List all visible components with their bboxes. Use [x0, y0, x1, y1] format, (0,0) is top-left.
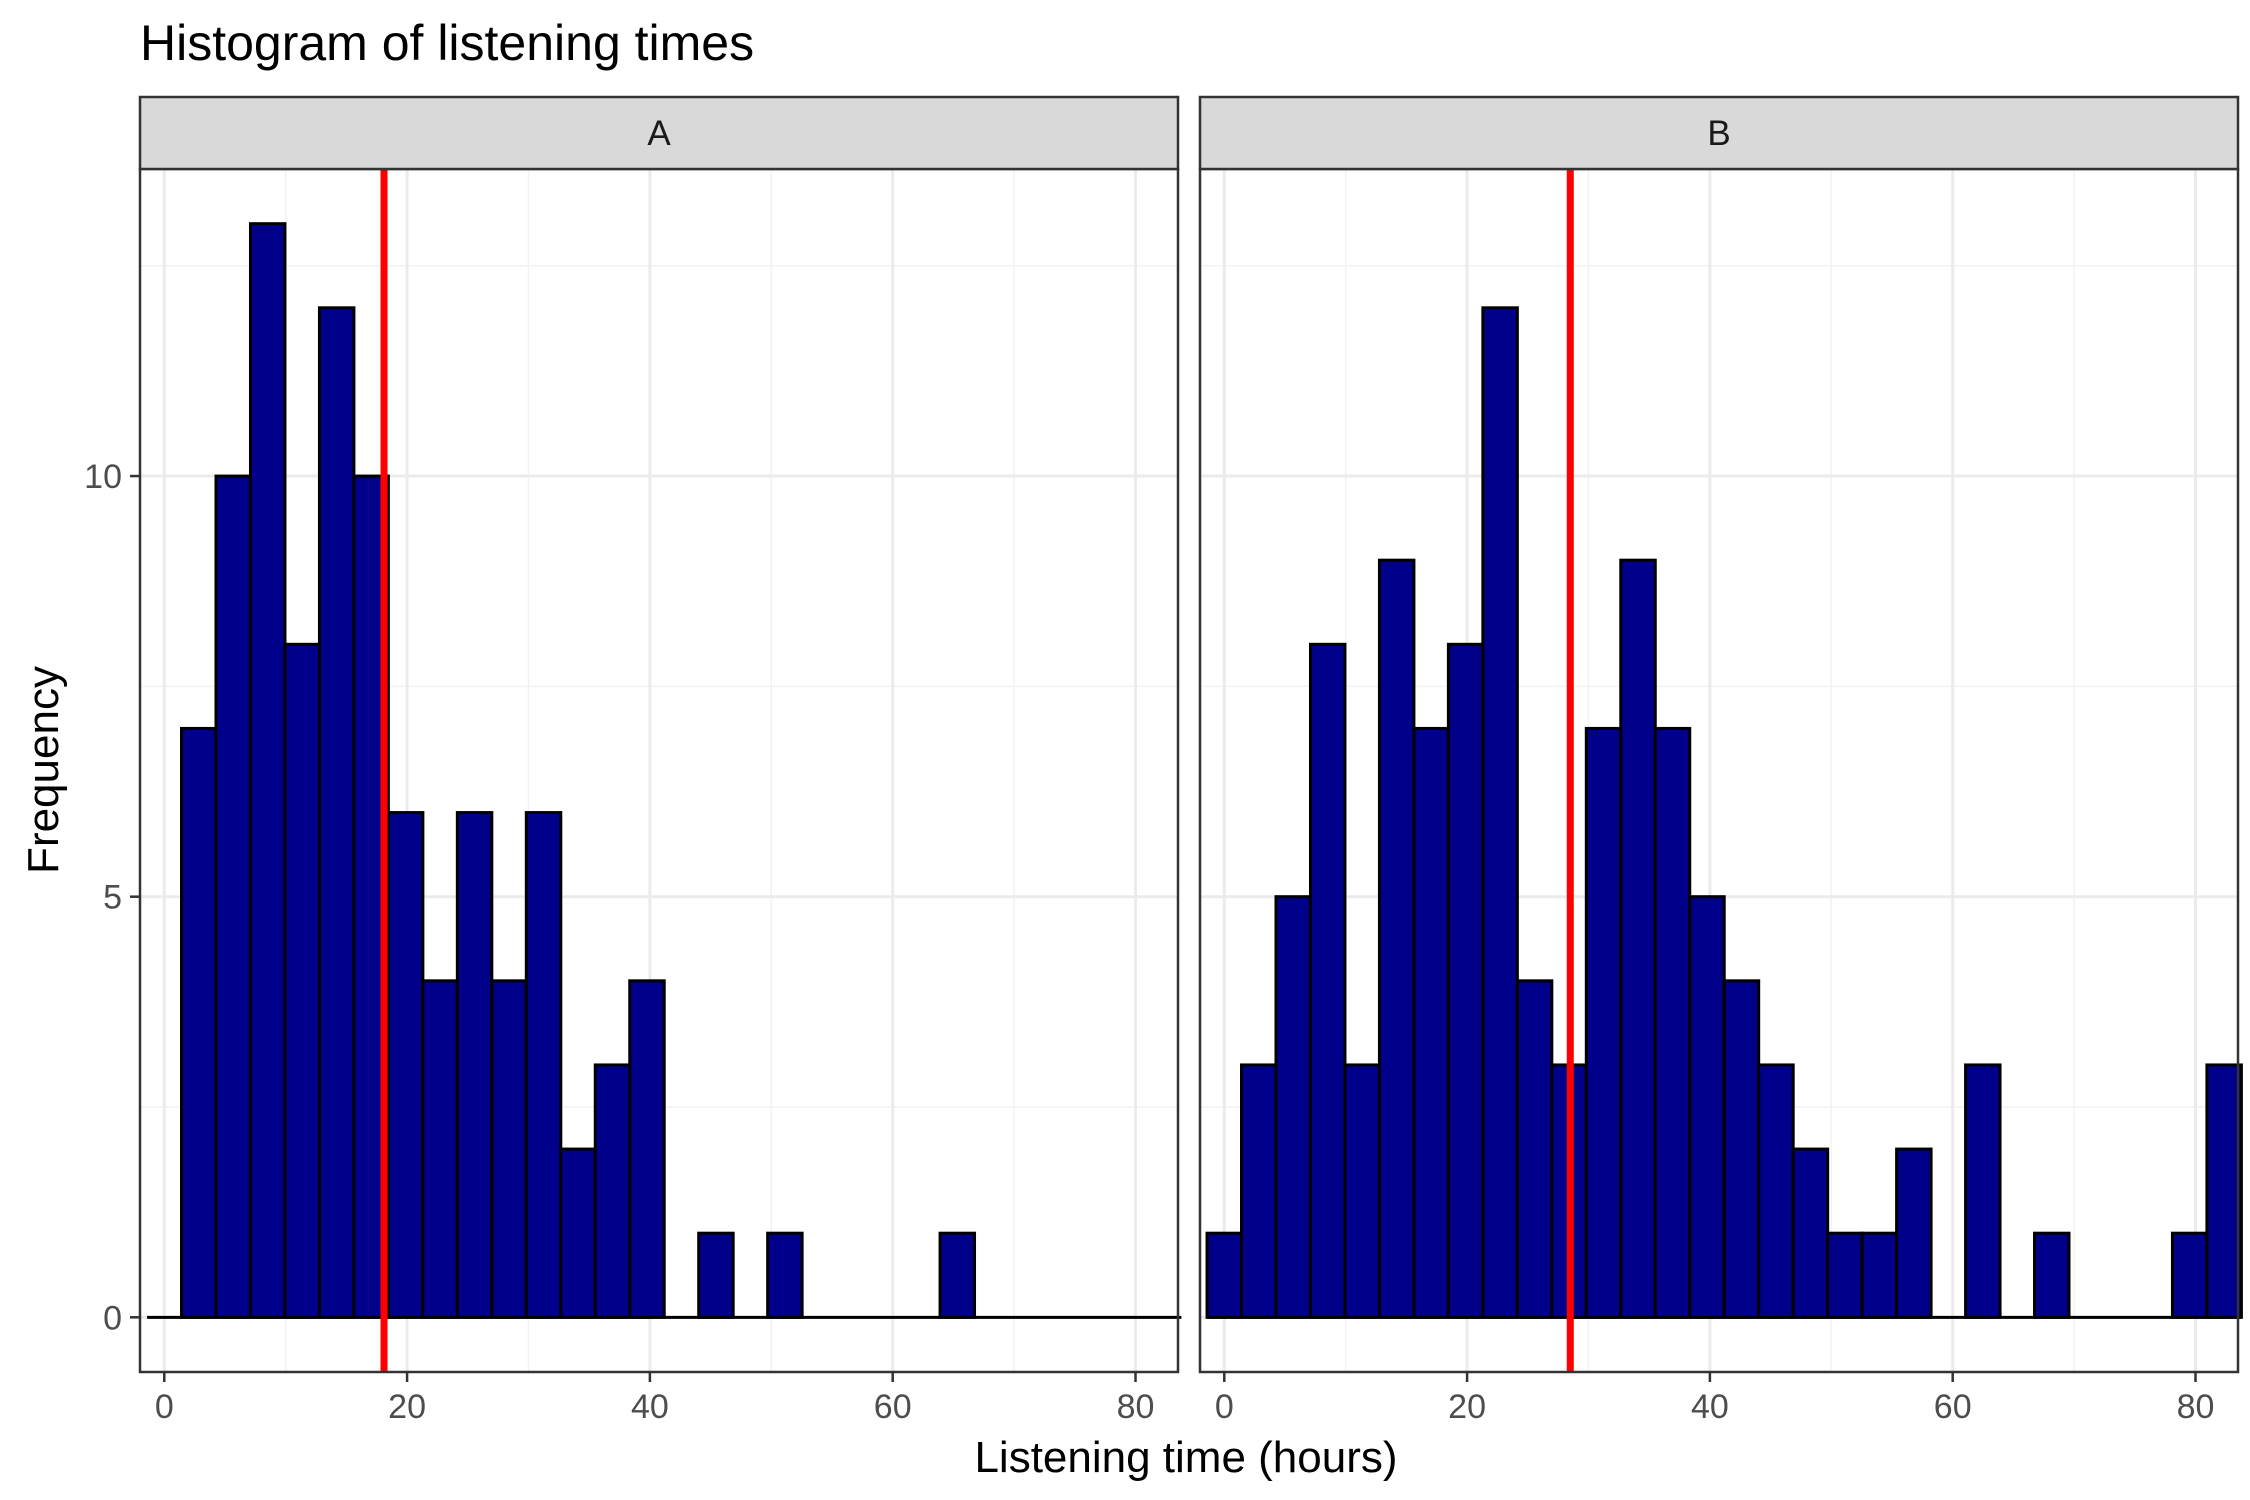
histogram-bar	[1757, 1063, 1795, 1319]
histogram-bar	[938, 1231, 977, 1319]
histogram-bar	[1240, 1063, 1278, 1319]
histogram-bar	[1515, 979, 1554, 1319]
histogram-bar	[1964, 1063, 2002, 1319]
x-axis-title: Listening time (hours)	[974, 1433, 1397, 1482]
histogram-bar	[455, 811, 494, 1319]
chart-title: Histogram of listening times	[140, 15, 754, 71]
y-axis-ticks: 0 5 10	[84, 458, 140, 1337]
histogram-bar	[1653, 726, 1692, 1319]
x-tick-label: 20	[1448, 1388, 1486, 1426]
histogram-bar	[2033, 1231, 2071, 1319]
histogram-bar	[421, 979, 459, 1319]
facet-strip-label: A	[647, 114, 671, 153]
histogram-bar	[2170, 1231, 2209, 1319]
histogram-bar	[214, 474, 252, 1319]
facet-panel-B: B	[1198, 95, 2243, 1374]
y-tick-label: 5	[103, 879, 122, 917]
histogram-bar	[317, 306, 356, 1319]
facet-panel-A: A	[138, 95, 1182, 1374]
histogram-bar	[2205, 1063, 2243, 1319]
histogram-bar	[1412, 726, 1450, 1319]
histogram-bar	[1308, 642, 1347, 1319]
facet-strip	[138, 95, 1180, 171]
histogram-bar	[283, 642, 321, 1319]
x-tick-label: 0	[155, 1388, 174, 1426]
histogram-bar	[1895, 1147, 1933, 1319]
histogram-bar	[524, 811, 563, 1319]
histogram-bar	[248, 222, 287, 1319]
histogram-bar	[1481, 306, 1519, 1319]
x-axis-ticks: 0 20 40 60 80 0 20 40 60 80	[155, 1372, 2215, 1426]
histogram-bar	[559, 1147, 597, 1319]
y-axis-title: Frequency	[19, 666, 68, 874]
histogram-bar	[1826, 1231, 1864, 1319]
histogram-bar	[628, 979, 666, 1319]
histogram-bar	[1274, 895, 1312, 1319]
histogram-bar	[490, 979, 528, 1319]
histogram-bar	[1377, 558, 1416, 1319]
histogram-bar	[697, 1231, 735, 1319]
x-tick-label: 0	[1215, 1388, 1234, 1426]
histogram-bar	[1619, 558, 1657, 1319]
x-tick-label: 40	[1691, 1388, 1729, 1426]
histogram-bar	[766, 1231, 804, 1319]
y-tick-label: 10	[84, 458, 122, 496]
histogram-bar	[1688, 895, 1726, 1319]
x-tick-label: 60	[1934, 1388, 1972, 1426]
histogram-bar	[180, 726, 218, 1319]
histogram-bar	[1446, 642, 1485, 1319]
histogram-bar	[593, 1063, 632, 1319]
x-tick-label: 60	[874, 1388, 912, 1426]
histogram-bar	[1584, 726, 1623, 1319]
x-tick-label: 80	[2177, 1388, 2215, 1426]
histogram-bar	[1205, 1231, 1244, 1319]
histogram-bar	[1860, 1231, 1899, 1319]
facet-strip-label: B	[1707, 114, 1730, 153]
histogram-bar	[1791, 1147, 1830, 1319]
x-tick-label: 80	[1117, 1388, 1155, 1426]
y-tick-label: 0	[103, 1299, 122, 1337]
x-tick-label: 40	[631, 1388, 669, 1426]
histogram-bar	[1343, 1063, 1381, 1319]
x-tick-label: 20	[388, 1388, 426, 1426]
histogram-bar	[1722, 979, 1761, 1319]
facet-strip	[1198, 95, 2240, 171]
histogram-bar	[386, 811, 425, 1319]
